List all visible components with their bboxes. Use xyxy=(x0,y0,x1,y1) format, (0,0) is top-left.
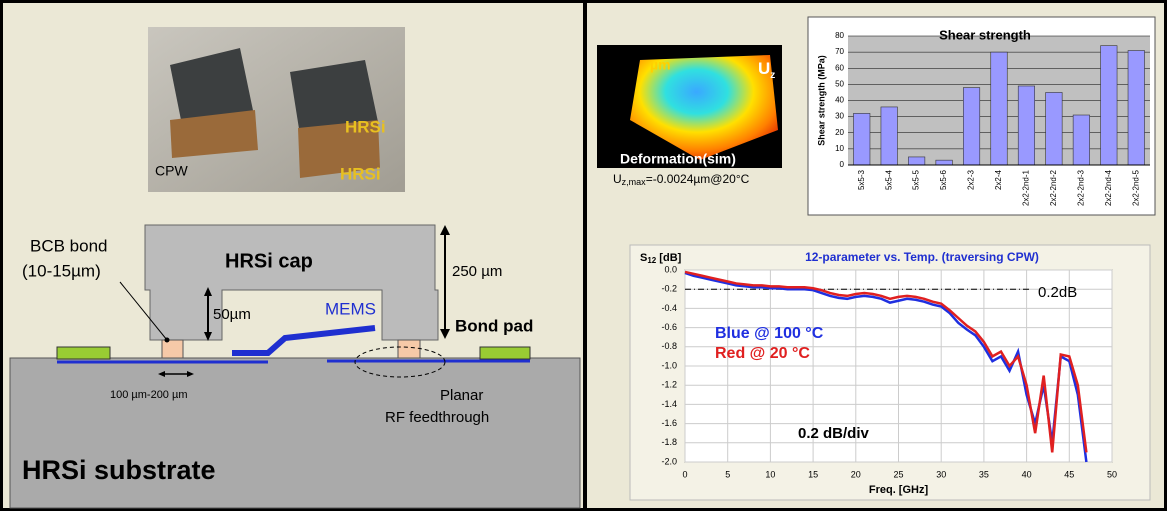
bond-pad xyxy=(480,347,530,359)
y-tick-label: 70 xyxy=(835,47,844,56)
x-tick-label: 0 xyxy=(682,469,687,479)
bar xyxy=(1073,115,1089,165)
y-tick-label: 20 xyxy=(835,128,844,137)
label: HRSi substrate xyxy=(22,455,216,485)
x-tick-label: 5x5-5 xyxy=(912,169,921,190)
bar xyxy=(1128,51,1144,165)
x-tick-label: 20 xyxy=(851,469,861,479)
substrate xyxy=(10,358,580,508)
x-tick-label: 35 xyxy=(979,469,989,479)
y-axis-label: S xyxy=(640,252,647,264)
label: 250 µm xyxy=(452,263,502,280)
y-axis-label: Shear strength (MPa) xyxy=(816,55,826,146)
bar xyxy=(991,52,1007,165)
x-tick-label: 2x2-3 xyxy=(967,169,976,190)
y-tick-label: -1.4 xyxy=(661,399,677,409)
y-tick-label: 0 xyxy=(840,160,845,169)
y-tick-label: -1.2 xyxy=(661,380,677,390)
chart-title: Shear strength xyxy=(939,27,1031,42)
y-tick-label: -1.8 xyxy=(661,437,677,447)
y-tick-label: 30 xyxy=(835,112,844,121)
bar xyxy=(908,157,924,165)
x-tick-label: 15 xyxy=(808,469,818,479)
caption: =-0.0024µm@20°C xyxy=(646,172,750,186)
y-tick-label: -0.2 xyxy=(661,284,677,294)
bar xyxy=(963,88,979,165)
x-tick-label: 50 xyxy=(1107,469,1117,479)
chart-title: 12-parameter vs. Temp. (traversing CPW) xyxy=(805,250,1039,264)
x-tick-label: 2x2-2nd-3 xyxy=(1076,169,1085,206)
x-tick-label: 10 xyxy=(765,469,775,479)
y-tick-label: 40 xyxy=(835,96,844,105)
sim-label: µm xyxy=(650,57,671,73)
photo-label: HRSi xyxy=(340,164,381,183)
x-tick-label: 2x2-2nd-1 xyxy=(1022,169,1031,206)
x-tick-label: 5x5-3 xyxy=(857,169,866,190)
annotation: 0.2dB xyxy=(1038,284,1077,301)
bar xyxy=(853,113,869,165)
label: Bond pad xyxy=(455,316,533,335)
x-tick-label: 5x5-6 xyxy=(939,169,948,190)
y-axis-label: [dB] xyxy=(656,252,681,264)
x-tick-label: 40 xyxy=(1022,469,1032,479)
y-tick-label: -0.6 xyxy=(661,322,677,332)
x-tick-label: 2x2-2nd-2 xyxy=(1049,169,1058,206)
sim-title: Deformation(sim) xyxy=(620,151,736,167)
photo-label: HRSi xyxy=(345,117,386,136)
legend-entry: Blue @ 100 °C xyxy=(715,325,824,342)
y-tick-label: 80 xyxy=(835,31,844,40)
sim-label: U xyxy=(758,59,770,78)
label: BCB bond xyxy=(30,236,108,255)
x-tick-label: 45 xyxy=(1064,469,1074,479)
y-tick-label: -0.8 xyxy=(661,341,677,351)
y-tick-label: 0.0 xyxy=(664,264,677,274)
label: RF feedthrough xyxy=(385,409,489,426)
legend-entry: Red @ 20 °C xyxy=(715,345,810,362)
bar xyxy=(881,107,897,165)
y-tick-label: -1.0 xyxy=(661,360,677,370)
bar xyxy=(1018,86,1034,165)
sim-label: z xyxy=(770,70,775,81)
bcb xyxy=(398,340,420,358)
label: Planar xyxy=(440,387,483,404)
x-tick-label: 25 xyxy=(893,469,903,479)
bar xyxy=(1046,92,1062,165)
bond-pad xyxy=(57,347,110,359)
annotation: 0.2 dB/div xyxy=(798,425,870,442)
caption: z,max xyxy=(622,177,647,187)
x-tick-label: 2x2-2nd-4 xyxy=(1104,169,1113,206)
x-tick-label: 2x2-2nd-5 xyxy=(1131,169,1140,206)
y-tick-label: -2.0 xyxy=(661,456,677,466)
slide: CPW HRSi HRSi BCB bond (10-15µm) HRSi ca… xyxy=(0,0,1167,511)
x-tick-label: 2x2-4 xyxy=(994,169,1003,190)
label: (10-15µm) xyxy=(22,261,101,280)
label: MEMS xyxy=(325,299,376,318)
x-tick-label: 5x5-4 xyxy=(884,169,893,190)
bar xyxy=(1101,46,1117,165)
label: 50µm xyxy=(213,306,251,323)
caption: U xyxy=(613,172,622,186)
x-axis-label: Freq. [GHz] xyxy=(869,484,929,496)
y-axis-label: S12 [dB] xyxy=(640,252,682,265)
y-tick-label: -1.6 xyxy=(661,418,677,428)
y-tick-label: -0.4 xyxy=(661,303,677,313)
label: 100 µm-200 µm xyxy=(110,389,187,401)
photo-label: CPW xyxy=(155,163,188,179)
y-tick-label: 60 xyxy=(835,63,844,72)
leader-dot xyxy=(165,338,170,343)
x-tick-label: 5 xyxy=(725,469,730,479)
bcb xyxy=(162,340,183,358)
y-tick-label: 50 xyxy=(835,79,844,88)
x-tick-label: 30 xyxy=(936,469,946,479)
bar xyxy=(936,160,952,165)
label: HRSi cap xyxy=(225,250,313,272)
y-tick-label: 10 xyxy=(835,144,844,153)
